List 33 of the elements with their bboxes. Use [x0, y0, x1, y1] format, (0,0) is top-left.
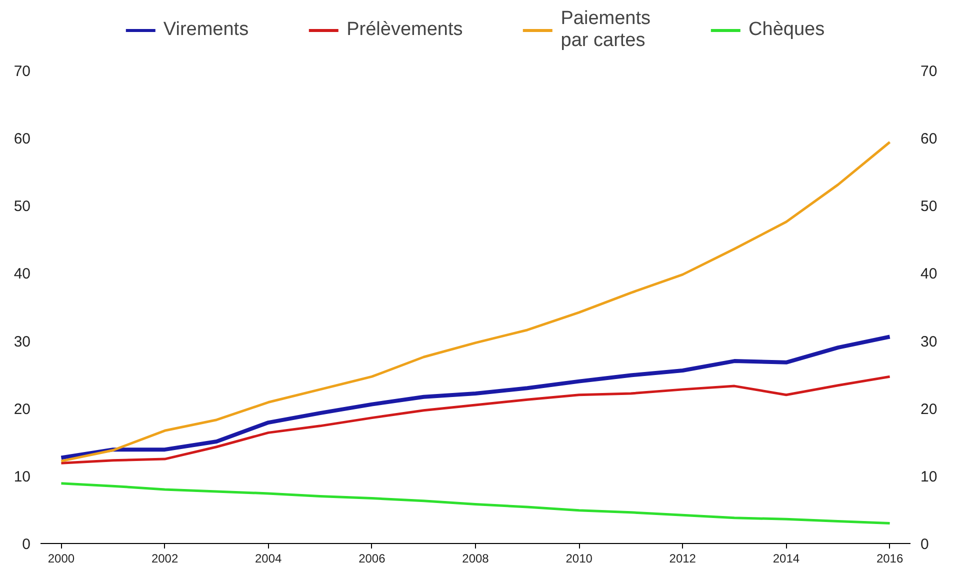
y2-tick-label: 40	[920, 266, 938, 283]
x-tick-label: 2012	[669, 552, 696, 566]
y2-tick-label: 10	[920, 468, 938, 486]
y2-tick-label: 70	[920, 63, 938, 80]
y-tick-label: 0	[22, 536, 30, 553]
legend-label: Chèques	[748, 19, 825, 41]
x-tick-label: 2006	[358, 552, 386, 566]
y2-tick-label: 20	[920, 400, 938, 418]
y-tick-label: 50	[14, 198, 31, 216]
legend-label: Prélèvements	[346, 19, 463, 41]
x-tick-label: 2014	[772, 552, 800, 566]
y2-tick-label: 50	[920, 198, 938, 216]
line-series	[60, 482, 892, 524]
y-tick-label: 40	[14, 266, 31, 283]
x-tick-label: 2002	[151, 552, 178, 566]
y2-tick-label: 30	[920, 333, 938, 350]
legend-label: Virements	[163, 19, 249, 41]
y2-tick-label: 0	[920, 536, 929, 553]
line-series	[59, 334, 892, 460]
y2-tick-label: 60	[920, 130, 938, 148]
x-tick-label: 2000	[48, 552, 75, 566]
line-series	[60, 140, 892, 462]
y-tick-label: 20	[14, 400, 31, 418]
y-tick-label: 60	[14, 130, 31, 148]
y-tick-label: 10	[14, 468, 31, 486]
x-tick-label: 2016	[876, 552, 904, 566]
y-tick-label: 30	[14, 333, 31, 350]
legend-label: Paiements par cartes	[560, 8, 651, 52]
line-series	[60, 375, 892, 464]
x-tick-label: 2008	[462, 552, 490, 566]
x-tick-label: 2004	[255, 552, 282, 566]
y-tick-label: 70	[14, 63, 31, 80]
x-tick-label: 2010	[566, 552, 593, 566]
